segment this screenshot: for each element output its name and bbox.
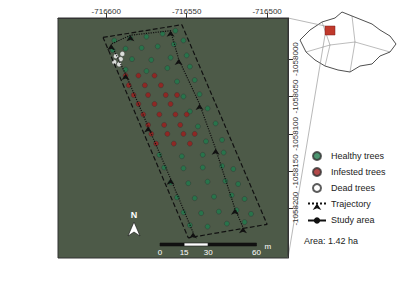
svg-text:-1058050: -1058050 (291, 79, 300, 113)
svg-text:-716500: -716500 (252, 7, 282, 16)
svg-text:Area: 1.42 ha: Area: 1.42 ha (304, 236, 358, 246)
svg-text:0: 0 (158, 248, 163, 257)
svg-text:Study area: Study area (331, 215, 375, 225)
svg-text:-716550: -716550 (172, 7, 202, 16)
svg-text:15: 15 (180, 248, 189, 257)
svg-text:60: 60 (252, 248, 261, 257)
svg-text:-1058100: -1058100 (291, 116, 300, 150)
svg-text:m: m (265, 242, 272, 251)
svg-text:Trajectory: Trajectory (331, 199, 371, 209)
svg-text:-716600: -716600 (92, 7, 122, 16)
svg-text:N: N (131, 210, 138, 220)
svg-text:-1058200: -1058200 (291, 191, 300, 225)
svg-text:-1058000: -1058000 (291, 42, 300, 76)
svg-text:Infested trees: Infested trees (331, 167, 386, 177)
svg-text:Healthy trees: Healthy trees (331, 151, 385, 161)
svg-text:30: 30 (204, 248, 213, 257)
svg-text:-1058150: -1058150 (291, 154, 300, 188)
svg-text:Dead trees: Dead trees (331, 183, 376, 193)
